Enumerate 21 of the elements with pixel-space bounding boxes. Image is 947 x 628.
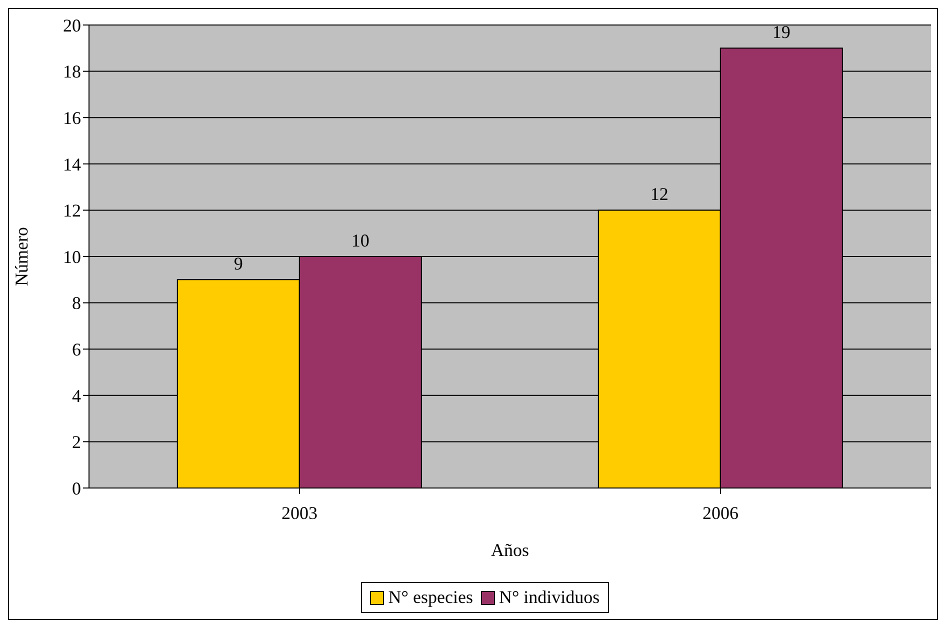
y-axis-title: Número [11,227,32,286]
data-label: 19 [772,22,790,42]
x-tick-label: 2003 [282,502,318,523]
y-tick-label: 12 [63,200,81,221]
y-tick-label: 4 [72,386,81,406]
y-tick-label: 10 [63,246,81,267]
legend-label: N° individuos [498,587,600,608]
y-tick-label: 14 [63,154,81,174]
x-tick-label: 2006 [702,502,738,523]
y-tick-label: 0 [72,478,81,498]
y-tick-label: 2 [72,432,81,452]
legend-label: N° especies [388,587,473,608]
data-label: 9 [234,254,243,274]
y-tick-label: 6 [72,339,81,360]
data-label: 12 [650,184,668,204]
y-tick-label: 18 [63,62,81,82]
y-tick-label: 8 [72,293,81,314]
x-axis-title: Años [490,540,530,560]
y-tick-label: 20 [63,15,81,36]
y-tick-label: 16 [63,108,81,128]
data-label: 10 [351,230,370,250]
